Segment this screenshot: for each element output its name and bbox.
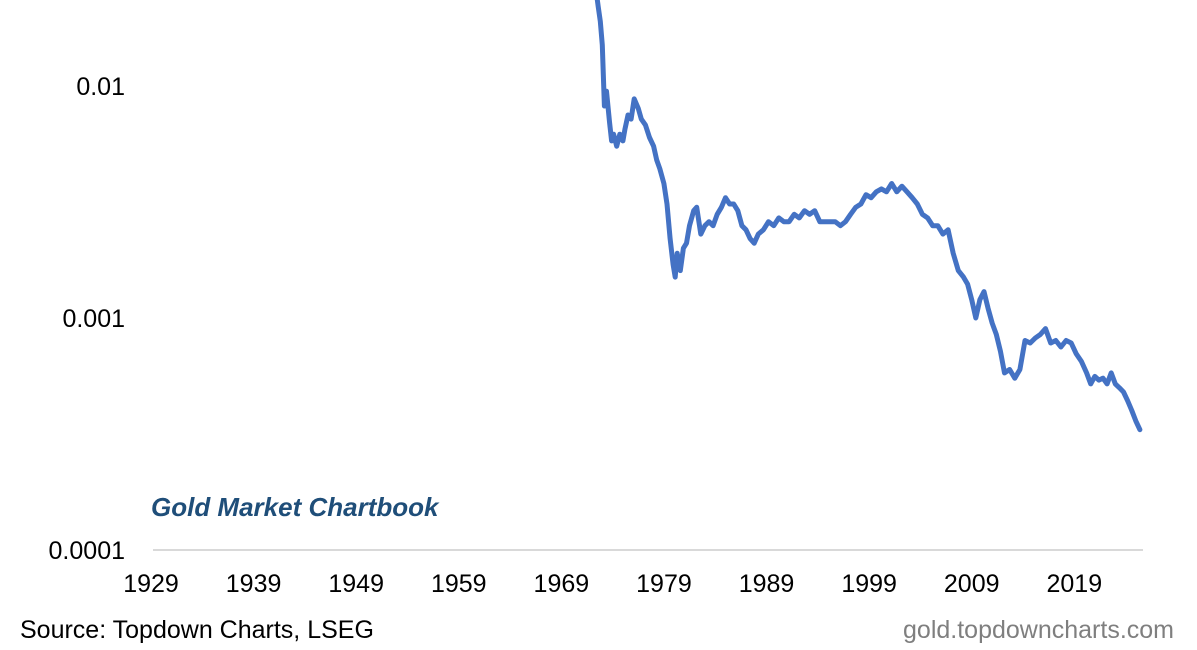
- x-tick-label: 1939: [226, 570, 282, 598]
- x-tick-label: 1979: [636, 570, 692, 598]
- x-tick-label: 1959: [431, 570, 487, 598]
- x-tick-label: 2009: [944, 570, 1000, 598]
- x-tick-label: 1989: [739, 570, 795, 598]
- series-line: [594, 0, 1143, 433]
- website-link[interactable]: gold.topdowncharts.com: [903, 616, 1174, 644]
- y-tick-label: 0.0001: [49, 537, 125, 565]
- x-tick-label: 2019: [1047, 570, 1103, 598]
- y-tick-label: 0.001: [62, 305, 125, 333]
- x-tick-label: 1969: [534, 570, 590, 598]
- series-group: [594, 0, 1143, 433]
- source-note: Source: Topdown Charts, LSEG: [20, 616, 374, 644]
- y-tick-label: 0.01: [76, 73, 125, 101]
- x-tick-label: 1929: [123, 570, 179, 598]
- x-axis-tick-labels: 1929 1939 1949 1959 1969 1979 1989 1999 2009 2019: [123, 570, 1102, 598]
- x-tick-label: 1999: [841, 570, 897, 598]
- x-tick-label: 1949: [328, 570, 384, 598]
- chartbook-branding: Gold Market Chartbook: [151, 492, 440, 522]
- y-axis-tick-labels: 0.01 0.001 0.0001: [49, 73, 125, 565]
